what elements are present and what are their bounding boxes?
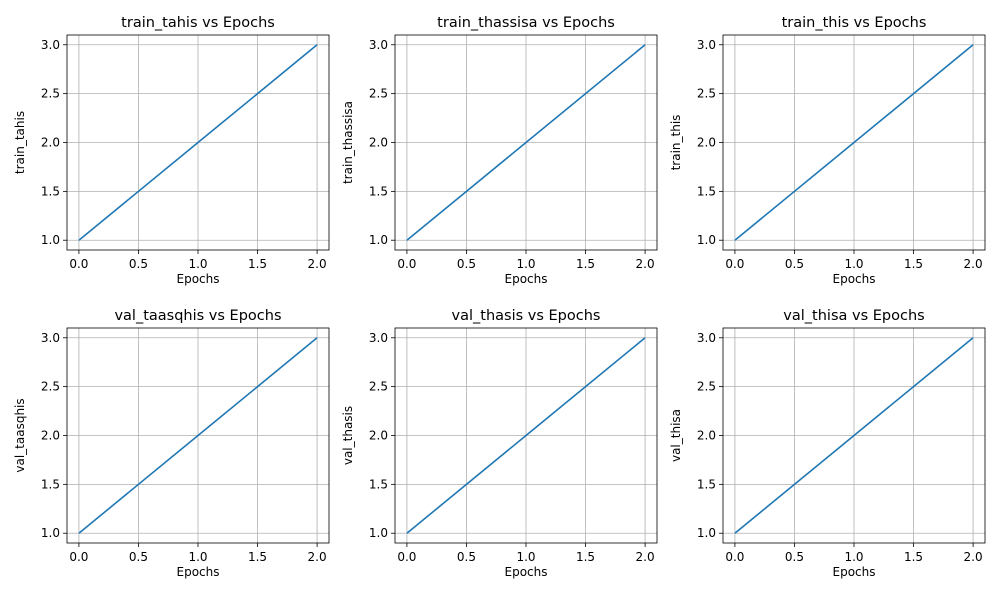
x-tick-label: 2.0 <box>636 257 655 271</box>
x-tick-label: 0.0 <box>397 257 416 271</box>
y-tick-label: 3.0 <box>697 331 716 345</box>
x-tick-label: 0.5 <box>785 550 804 564</box>
y-tick-label: 2.0 <box>369 429 388 443</box>
y-tick-label: 2.5 <box>697 87 716 101</box>
y-tick-label: 2.0 <box>697 429 716 443</box>
x-tick-label: 1.5 <box>248 257 267 271</box>
x-tick-label: 1.5 <box>248 550 267 564</box>
x-tick-label: 0.5 <box>129 257 148 271</box>
x-tick-label: 0.5 <box>129 550 148 564</box>
y-axis-label: val_thasis <box>341 406 355 465</box>
x-axis-label: Epochs <box>177 565 220 579</box>
y-tick-label: 2.0 <box>41 429 60 443</box>
x-axis-label: Epochs <box>505 272 548 286</box>
y-tick-label: 2.0 <box>697 136 716 150</box>
x-tick-label: 0.0 <box>69 550 88 564</box>
y-tick-label: 1.5 <box>697 477 716 491</box>
y-tick-label: 3.0 <box>41 38 60 52</box>
y-axis-label: train_this <box>669 115 683 171</box>
x-tick-label: 1.5 <box>904 257 923 271</box>
subplot-1: train_tahis vs Epochs 0.0 0.5 1.0 1.5 2.0 1.0 1… <box>13 15 330 286</box>
x-tick-label: 0.0 <box>69 257 88 271</box>
x-tick-label: 0.0 <box>397 550 416 564</box>
y-tick-label: 2.5 <box>369 380 388 394</box>
subplot-5: val_thasis vs Epochs 0.0 0.5 1.0 1.5 2.0 1.0 1.… <box>341 308 658 579</box>
x-axis-label: Epochs <box>505 565 548 579</box>
y-tick-label: 1.5 <box>41 184 60 198</box>
subplot-title: train_tahis vs Epochs <box>121 15 275 31</box>
y-tick-label: 2.5 <box>41 87 60 101</box>
y-tick-label: 1.5 <box>697 184 716 198</box>
y-tick-label: 3.0 <box>41 331 60 345</box>
x-tick-label: 0.5 <box>785 257 804 271</box>
x-tick-label: 2.0 <box>964 257 983 271</box>
subplot-4: val_taasqhis vs Epochs 0.0 0.5 1.0 1.5 2.0 1.0… <box>13 308 330 579</box>
x-tick-label: 1.0 <box>516 257 535 271</box>
axes-frame <box>722 34 986 251</box>
x-tick-label: 0.0 <box>725 257 744 271</box>
y-tick-label: 1.0 <box>369 526 388 540</box>
axes-frame <box>66 327 330 544</box>
subplot-6: val_thisa vs Epochs 0.0 0.5 1.0 1.5 2.0 1.0 1.5… <box>669 308 986 579</box>
series-line <box>406 337 646 534</box>
series-line <box>406 44 646 241</box>
subplot-title: val_thasis vs Epochs <box>452 308 601 324</box>
series-line <box>78 337 318 534</box>
x-tick-label: 2.0 <box>308 550 327 564</box>
y-tick-label: 2.5 <box>41 380 60 394</box>
subplot-2: train_thassisa vs Epochs 0.0 0.5 1.0 1.5 2.0 1… <box>341 15 658 286</box>
y-tick-label: 1.5 <box>369 184 388 198</box>
x-tick-label: 1.5 <box>576 257 595 271</box>
x-tick-label: 0.5 <box>457 550 476 564</box>
y-axis-label: val_taasqhis <box>13 398 27 472</box>
series-line <box>78 44 318 241</box>
x-tick-label: 0.0 <box>725 550 744 564</box>
x-axis-label: Epochs <box>177 272 220 286</box>
x-tick-label: 2.0 <box>964 550 983 564</box>
x-tick-label: 1.5 <box>904 550 923 564</box>
y-tick-label: 1.5 <box>369 477 388 491</box>
x-tick-label: 1.0 <box>844 550 863 564</box>
subplot-title: train_this vs Epochs <box>782 15 927 31</box>
y-tick-label: 1.0 <box>41 233 60 247</box>
y-tick-label: 1.0 <box>41 526 60 540</box>
y-tick-label: 1.5 <box>41 477 60 491</box>
y-tick-label: 2.0 <box>369 136 388 150</box>
y-axis-label: train_tahis <box>13 111 27 174</box>
x-tick-label: 2.0 <box>308 257 327 271</box>
y-axis-label: train_thassisa <box>341 101 355 184</box>
y-tick-label: 1.0 <box>697 233 716 247</box>
y-tick-label: 2.0 <box>41 136 60 150</box>
subplot-3: train_this vs Epochs 0.0 0.5 1.0 1.5 2.0 1.0 1.… <box>669 15 986 286</box>
series-line <box>734 337 974 534</box>
subplot-title: val_thisa vs Epochs <box>783 308 924 324</box>
subplot-title: train_thassisa vs Epochs <box>437 15 615 31</box>
axes-frame <box>394 327 658 544</box>
subplot-title: val_taasqhis vs Epochs <box>114 308 281 324</box>
x-axis-label: Epochs <box>833 272 876 286</box>
x-tick-label: 1.0 <box>188 550 207 564</box>
axes-frame <box>722 327 986 544</box>
x-tick-label: 0.5 <box>457 257 476 271</box>
y-tick-label: 1.0 <box>369 233 388 247</box>
y-tick-label: 3.0 <box>369 331 388 345</box>
x-tick-label: 1.5 <box>576 550 595 564</box>
x-tick-label: 1.0 <box>188 257 207 271</box>
x-tick-label: 2.0 <box>636 550 655 564</box>
y-axis-label: val_thisa <box>669 409 683 462</box>
series-line <box>734 44 974 241</box>
y-tick-label: 3.0 <box>369 38 388 52</box>
y-tick-label: 1.0 <box>697 526 716 540</box>
y-tick-label: 2.5 <box>697 380 716 394</box>
axes-frame <box>394 34 658 251</box>
x-tick-label: 1.0 <box>516 550 535 564</box>
x-axis-label: Epochs <box>833 565 876 579</box>
y-tick-label: 3.0 <box>697 38 716 52</box>
x-tick-label: 1.0 <box>844 257 863 271</box>
axes-frame <box>66 34 330 251</box>
y-tick-label: 2.5 <box>369 87 388 101</box>
